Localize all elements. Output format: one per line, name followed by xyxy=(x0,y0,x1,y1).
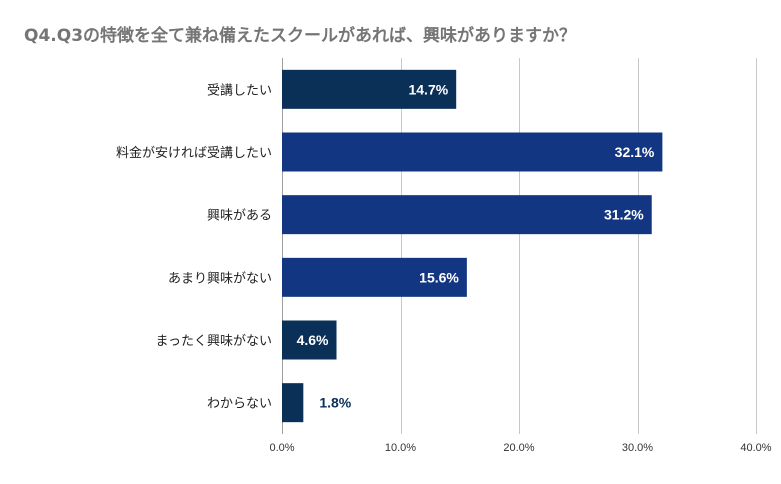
category-label: あまり興味がない xyxy=(168,271,272,286)
gridlines xyxy=(282,58,757,434)
bar xyxy=(282,69,457,109)
bars xyxy=(282,69,663,423)
x-tick-label: 20.0% xyxy=(503,442,534,454)
bar xyxy=(282,195,652,235)
data-label: 31.2% xyxy=(604,207,644,223)
x-tick-label: 0.0% xyxy=(269,442,294,454)
category-label: わからない xyxy=(207,397,272,412)
x-tick-label: 30.0% xyxy=(622,442,653,454)
bar xyxy=(282,383,304,423)
chart-title: Q4.Q3の特徴を全て兼ね備えたスクールがあれば、興味がありますか？ xyxy=(24,25,576,46)
category-label: まったく興味がない xyxy=(156,334,272,349)
category-label: 料金が安ければ受講したい xyxy=(116,145,272,161)
category-label: 受講したい xyxy=(207,82,272,98)
category-labels: 受講したい料金が安ければ受講したい興味があるあまり興味がないまったく興味がないわ… xyxy=(116,82,272,411)
category-label: 興味がある xyxy=(207,209,272,224)
data-labels: 14.7% 32.1% 31.2% 15.6% 4.6% 1.8% xyxy=(297,81,655,410)
bar xyxy=(282,320,337,360)
x-tick-label: 10.0% xyxy=(385,442,416,454)
data-label: 15.6% xyxy=(419,269,459,285)
x-tick-labels: 0.0% 10.0% 20.0% 30.0% 40.0% xyxy=(269,442,771,454)
bar xyxy=(282,257,467,297)
data-label: 32.1% xyxy=(615,144,655,160)
data-label: 4.6% xyxy=(297,332,329,348)
data-label: 14.7% xyxy=(408,81,448,97)
data-label: 1.8% xyxy=(319,395,351,411)
x-tick-label: 40.0% xyxy=(740,442,771,454)
bar xyxy=(282,132,663,172)
